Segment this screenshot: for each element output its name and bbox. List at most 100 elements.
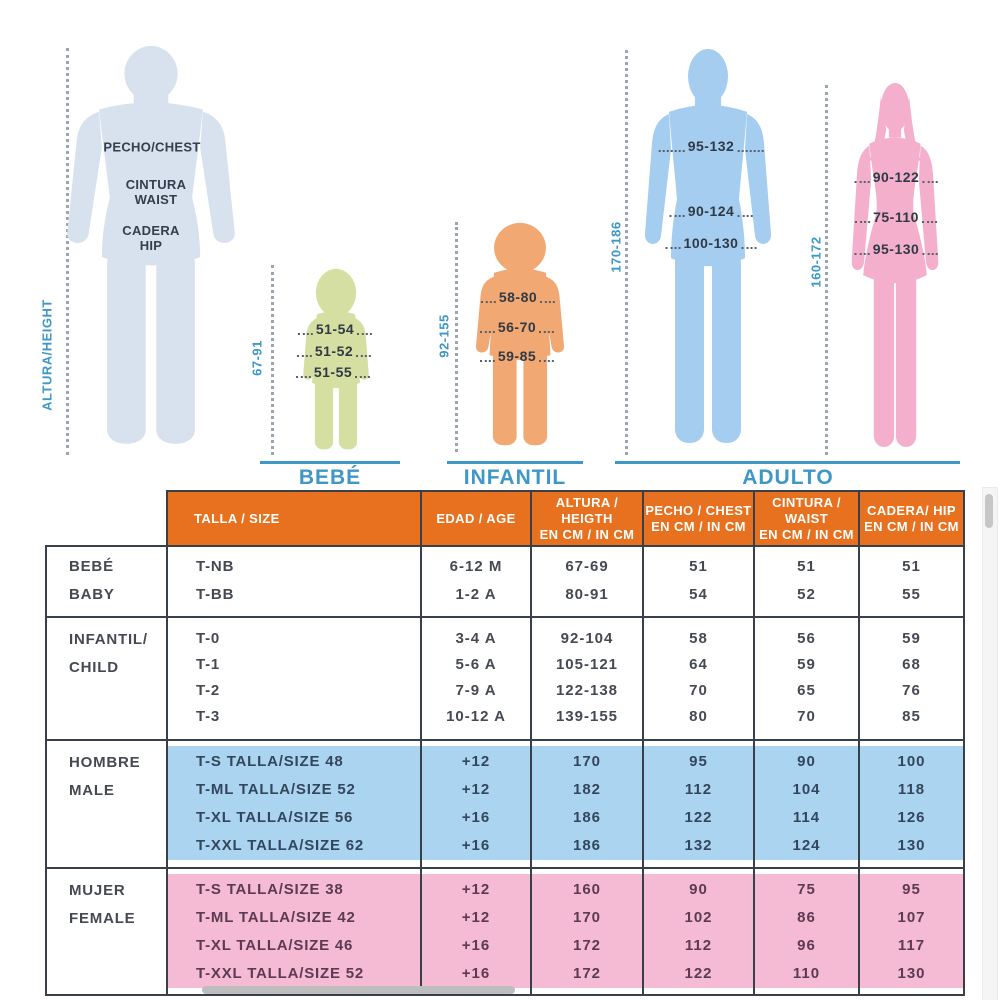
header-blank-cell bbox=[46, 491, 167, 547]
dotted-line-right bbox=[540, 300, 556, 303]
horizontal-scrollbar-thumb[interactable] bbox=[202, 986, 515, 994]
adulto-section-label: ADULTO bbox=[742, 466, 834, 489]
header-pecho-chest: PECHO / CHEST EN CM / IN CM bbox=[642, 490, 755, 547]
male-waist-measurement: 90-124 bbox=[669, 203, 753, 219]
adult-male-silhouette bbox=[644, 49, 772, 443]
dotted-line-left bbox=[296, 354, 312, 357]
infantil-edad-cells: 3-4 A 5-6 A 7-9 A 10-12 A bbox=[420, 616, 532, 741]
infantil-pecho-cells: 58 64 70 80 bbox=[642, 616, 755, 741]
dotted-line-right bbox=[921, 220, 937, 223]
child-chest-measurement: 58-80 bbox=[480, 289, 556, 305]
header-cintura-waist: CINTURA / WAIST EN CM / IN CM bbox=[753, 490, 860, 547]
group-label-mujer: MUJER FEMALE bbox=[45, 867, 168, 996]
bebe-altura-cells: 67-69 80-91 bbox=[530, 545, 644, 618]
dotted-line-left bbox=[658, 149, 685, 152]
female-hip-measurement: 95-130 bbox=[854, 241, 938, 257]
infantil-section-underline bbox=[447, 461, 583, 464]
bebe-pecho-cells: 51 54 bbox=[642, 545, 755, 618]
reference-adult-silhouette bbox=[67, 46, 235, 444]
header-altura-height: ALTURA / HEIGTH EN CM / IN CM bbox=[530, 490, 644, 547]
bebe-section-underline bbox=[260, 461, 400, 464]
group-label-bebe: BEBÉ BABY bbox=[45, 545, 168, 618]
size-table: TALLA / SIZE EDAD / AGE ALTURA / HEIGTH … bbox=[45, 490, 965, 996]
infantil-cintura-cells: 56 59 65 70 bbox=[753, 616, 860, 741]
female-chest-measurement: 90-122 bbox=[854, 169, 938, 185]
dotted-line-right bbox=[922, 252, 938, 255]
bebe-section-label: BEBÉ bbox=[298, 466, 362, 489]
mujer-talla-cells: T-S TALLA/SIZE 38 T-ML TALLA/SIZE 42 T-X… bbox=[166, 867, 422, 996]
infantil-section-label: INFANTIL bbox=[463, 466, 567, 489]
dotted-line-left bbox=[854, 180, 870, 183]
group-row-hombre: HOMBRE MALE T-S TALLA/SIZE 48 T-ML TALLA… bbox=[45, 739, 965, 869]
bebe-cintura-cells: 51 52 bbox=[753, 545, 860, 618]
infantil-cadera-cells: 59 68 76 85 bbox=[858, 616, 965, 741]
header-talla-size: TALLA / SIZE bbox=[166, 490, 422, 547]
mujer-cintura-cells: 75 86 96 110 bbox=[753, 867, 860, 996]
mujer-cadera-cells: 95 107 117 130 bbox=[858, 867, 965, 996]
mujer-pecho-cells: 90 102 112 122 bbox=[642, 867, 755, 996]
female-height-dotted-line bbox=[825, 85, 828, 455]
vertical-scrollbar[interactable] bbox=[982, 487, 998, 1000]
female-height-range: 160-172 bbox=[808, 236, 824, 288]
dotted-line-left bbox=[295, 375, 311, 378]
dotted-line-right bbox=[741, 246, 757, 249]
male-chest-measurement: 95-132 bbox=[658, 138, 764, 154]
size-table-header-row: TALLA / SIZE EDAD / AGE ALTURA / HEIGTH … bbox=[46, 490, 965, 547]
child-hip-measurement: 59-85 bbox=[479, 348, 555, 364]
hip-position-label: CADERA HIP bbox=[122, 223, 180, 253]
mujer-edad-cells: +12 +12 +16 +16 bbox=[420, 867, 532, 996]
mujer-altura-cells: 160 170 172 172 bbox=[530, 867, 644, 996]
adulto-section-underline bbox=[615, 461, 960, 464]
chest-position-label: PECHO/CHEST bbox=[103, 139, 201, 155]
dotted-line-left bbox=[480, 300, 496, 303]
dotted-line-right bbox=[357, 332, 373, 335]
child-silhouette bbox=[475, 222, 565, 446]
bebe-talla-cells: T-NB T-BB bbox=[166, 545, 422, 618]
male-hip-measurement: 100-130 bbox=[665, 235, 757, 251]
group-row-mujer: MUJER FEMALE T-S TALLA/SIZE 38 T-ML TALL… bbox=[45, 867, 965, 996]
height-axis-label: ALTURA/HEIGHT bbox=[39, 299, 55, 411]
bebe-cadera-cells: 51 55 bbox=[858, 545, 965, 618]
dotted-line-left bbox=[855, 220, 871, 223]
hombre-edad-cells: +12 +12 +16 +16 bbox=[420, 739, 532, 869]
group-row-infantil: INFANTIL/ CHILD T-0 T-1 T-2 T-3 3-4 A bbox=[45, 616, 965, 741]
dotted-line-right bbox=[737, 214, 753, 217]
group-label-hombre: HOMBRE MALE bbox=[45, 739, 168, 869]
baby-chest-measurement: 51-54 bbox=[297, 321, 373, 337]
dotted-line-right bbox=[737, 149, 764, 152]
baby-hip-measurement: 51-55 bbox=[295, 364, 371, 380]
dotted-line-left bbox=[479, 330, 495, 333]
dotted-line-left bbox=[297, 332, 313, 335]
hombre-altura-cells: 170 182 186 186 bbox=[530, 739, 644, 869]
waist-position-label: CINTURA WAIST bbox=[125, 177, 187, 207]
dotted-line-left bbox=[669, 214, 685, 217]
vertical-scrollbar-thumb[interactable] bbox=[985, 494, 993, 528]
group-label-infantil: INFANTIL/ CHILD bbox=[45, 616, 168, 741]
child-waist-measurement: 56-70 bbox=[479, 319, 555, 335]
child-height-range: 92-155 bbox=[436, 314, 452, 358]
bebe-edad-cells: 6-12 M 1-2 A bbox=[420, 545, 532, 618]
hombre-cadera-cells: 100 118 126 130 bbox=[858, 739, 965, 869]
female-waist-measurement: 75-110 bbox=[855, 209, 937, 225]
dotted-line-left bbox=[479, 359, 495, 362]
header-cadera-hip: CADERA/ HIP EN CM / IN CM bbox=[858, 490, 965, 547]
adult-female-silhouette bbox=[851, 83, 939, 447]
dotted-line-right bbox=[922, 180, 938, 183]
baby-height-range: 67-91 bbox=[249, 340, 265, 376]
dotted-line-right bbox=[355, 375, 371, 378]
male-height-range: 170-186 bbox=[608, 221, 624, 273]
dotted-line-left bbox=[665, 246, 681, 249]
male-height-dotted-line bbox=[625, 50, 628, 455]
baby-silhouette bbox=[303, 268, 369, 450]
hombre-talla-cells: T-S TALLA/SIZE 48 T-ML TALLA/SIZE 52 T-X… bbox=[166, 739, 422, 869]
reference-height-dotted-line bbox=[66, 48, 69, 455]
header-edad-age: EDAD / AGE bbox=[420, 490, 532, 547]
dotted-line-left bbox=[854, 252, 870, 255]
dotted-line-right bbox=[356, 354, 372, 357]
baby-waist-measurement: 51-52 bbox=[296, 343, 372, 359]
baby-height-dotted-line bbox=[271, 265, 274, 455]
child-height-dotted-line bbox=[455, 222, 458, 452]
infantil-talla-cells: T-0 T-1 T-2 T-3 bbox=[166, 616, 422, 741]
hombre-cintura-cells: 90 104 114 124 bbox=[753, 739, 860, 869]
